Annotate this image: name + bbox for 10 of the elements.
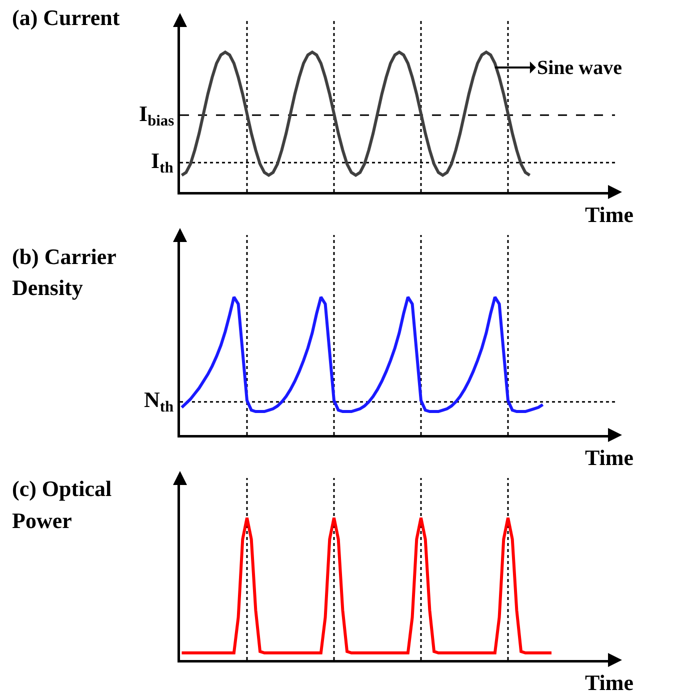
ref-line-label: I$_{bias}$	[139, 101, 174, 130]
ref-line-label: N$_{th}$	[144, 387, 174, 416]
text: Sine wave	[537, 57, 622, 79]
x-axis-title: Time	[585, 445, 634, 470]
x-axis-title: Time	[585, 670, 634, 695]
y-axis-title: (b) Carrier Density	[12, 243, 118, 302]
y-axis-title: (a) Current	[12, 4, 121, 32]
ref-line-label: I$_{th}$	[151, 148, 174, 177]
y-axis-title: (c) Optical Power	[12, 475, 113, 535]
x-axis-title: Time	[585, 202, 634, 227]
